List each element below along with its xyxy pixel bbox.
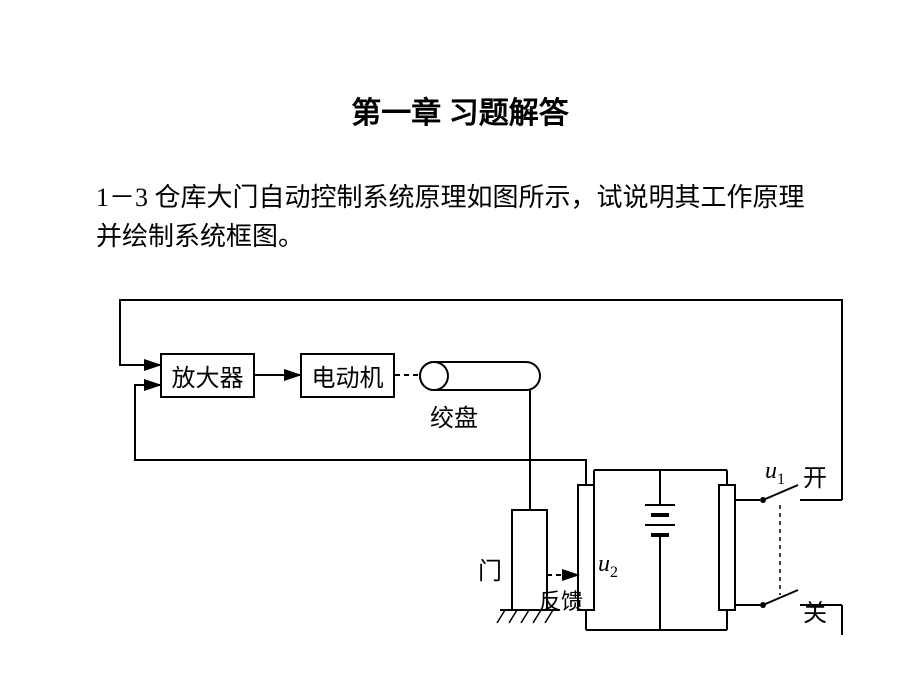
system-diagram: 放大器 电动机 绞盘 门 反馈 u2 u1 开 关 [105,295,845,640]
amplifier-block: 放大器 [160,353,255,398]
page-title: 第一章 习题解答 [0,88,920,132]
problem-statement: 1－3 仓库大门自动控制系统原理如图所示，试说明其工作原理并绘制系统框图。 [96,178,826,256]
motor-label: 电动机 [312,358,384,393]
door-label: 门 [478,551,502,586]
amplifier-label: 放大器 [172,358,244,393]
winch-label: 绞盘 [430,398,478,433]
motor-block: 电动机 [300,353,395,398]
feedback-label: 反馈 [539,584,583,616]
u1-label: u1 [765,458,785,489]
diagram-svg [105,295,845,640]
open-label: 开 [803,458,827,493]
u2-label: u2 [598,551,618,582]
close-label: 关 [803,593,827,628]
